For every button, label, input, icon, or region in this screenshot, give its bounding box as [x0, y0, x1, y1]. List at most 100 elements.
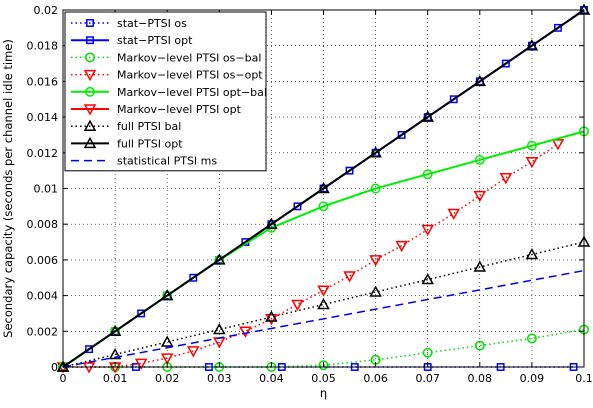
legend-label: full PTSI opt	[117, 137, 183, 150]
data-point	[137, 309, 146, 318]
data-point	[369, 255, 382, 267]
data-point	[134, 358, 148, 370]
legend-marker	[83, 69, 97, 82]
data-point	[501, 59, 510, 68]
data-point	[395, 240, 408, 253]
data-point	[189, 273, 198, 282]
data-point	[422, 169, 433, 180]
x-tick-label: 0.1	[575, 372, 593, 385]
x-tick-label: 0.05	[311, 372, 336, 385]
y-tick-label: 0.016	[27, 75, 59, 88]
data-point	[421, 110, 434, 122]
y-tick-label: 0.012	[27, 147, 59, 160]
y-tick-label: 0.02	[34, 4, 59, 17]
y-axis-label: Secondary capacity (seconds per channel …	[1, 39, 15, 338]
legend-marker	[85, 52, 95, 63]
data-point	[525, 156, 539, 169]
data-point	[318, 360, 329, 371]
data-point	[85, 345, 93, 354]
x-tick-label: 0.04	[259, 372, 284, 385]
legend-label: Markov−level PTSI opt−bal	[117, 86, 267, 99]
data-point	[525, 39, 539, 51]
data-point	[554, 23, 562, 32]
legend-marker	[83, 136, 97, 149]
data-point	[473, 190, 487, 203]
data-point	[160, 335, 174, 347]
data-point	[474, 154, 485, 165]
data-point	[265, 310, 278, 322]
x-tick-label: 0	[60, 372, 67, 385]
data-point	[317, 297, 330, 310]
data-point	[473, 260, 487, 272]
x-tick-label: 0.07	[415, 372, 440, 385]
legend-marker	[83, 104, 97, 116]
data-point	[526, 140, 537, 151]
data-point	[447, 208, 461, 221]
series-line	[62, 241, 585, 368]
series-line	[62, 269, 585, 368]
data-point	[293, 202, 302, 211]
data-point	[421, 224, 434, 237]
x-tick-label: 0.06	[363, 372, 388, 385]
legend-label: Markov−level PTSI os−bal	[117, 51, 261, 64]
x-axis-label: η	[320, 386, 327, 400]
y-tick-label: 0.014	[27, 111, 59, 124]
y-tick-label: 0.006	[27, 254, 59, 267]
data-point	[186, 346, 200, 358]
data-point	[369, 285, 382, 297]
data-point	[343, 271, 356, 283]
data-point	[160, 289, 174, 301]
legend-label: statistical PTSI ms	[117, 155, 217, 168]
data-point	[265, 314, 278, 326]
legend-marker	[83, 119, 97, 131]
data-point	[421, 272, 434, 285]
x-tick-label: 0.01	[103, 372, 128, 385]
series-3	[56, 139, 565, 374]
data-point	[317, 181, 330, 194]
data-point	[265, 217, 278, 229]
data-point	[551, 139, 565, 151]
x-tick-label: 0.03	[207, 372, 232, 385]
data-point	[525, 248, 539, 260]
data-point	[397, 131, 406, 139]
data-point	[449, 95, 458, 104]
legend-marker	[85, 86, 95, 97]
legend-marker	[86, 36, 94, 45]
series-7	[56, 3, 591, 372]
legend-label: stat−PTSI os	[117, 17, 187, 30]
series-line	[63, 143, 559, 368]
y-tick-label: 0.008	[27, 218, 59, 231]
data-point	[213, 322, 226, 335]
x-tick-label: 0.09	[520, 372, 545, 385]
series-8	[62, 269, 585, 368]
data-point	[369, 146, 382, 158]
data-point	[474, 340, 485, 351]
data-point	[473, 74, 487, 87]
legend-label: Markov−level PTSI opt	[117, 103, 242, 116]
y-tick-label: 0.002	[27, 325, 59, 338]
data-point	[526, 333, 537, 344]
y-tick-label: 0.018	[27, 40, 59, 53]
data-point	[422, 347, 433, 358]
data-point	[108, 347, 122, 360]
series-line	[62, 9, 585, 368]
data-point	[317, 285, 330, 297]
axis-ticks: 0 0.01 0.02 0.03 0.04 0.05 0.06 0.07 0.08 0.09 0.1…	[27, 4, 593, 385]
legend-label: stat−PTSI opt	[117, 34, 193, 47]
data-point	[213, 253, 226, 265]
data-point	[291, 299, 304, 312]
data-point	[239, 326, 252, 338]
y-tick-label: 0	[51, 361, 58, 374]
x-tick-label: 0.02	[155, 372, 180, 385]
legend-label: full PTSI bal	[117, 120, 181, 133]
x-tick-label: 0.08	[468, 372, 493, 385]
legend: stat−PTSI os stat−PTSI opt Markov−level PT…	[64, 11, 267, 172]
legend-label: Markov−level PTSI os−opt	[117, 69, 263, 82]
data-point	[108, 324, 122, 337]
legend-marker	[86, 19, 94, 27]
data-point	[370, 183, 381, 194]
y-tick-label: 0.004	[27, 290, 59, 303]
y-tick-label: 0.01	[34, 183, 59, 196]
data-point	[160, 353, 174, 365]
